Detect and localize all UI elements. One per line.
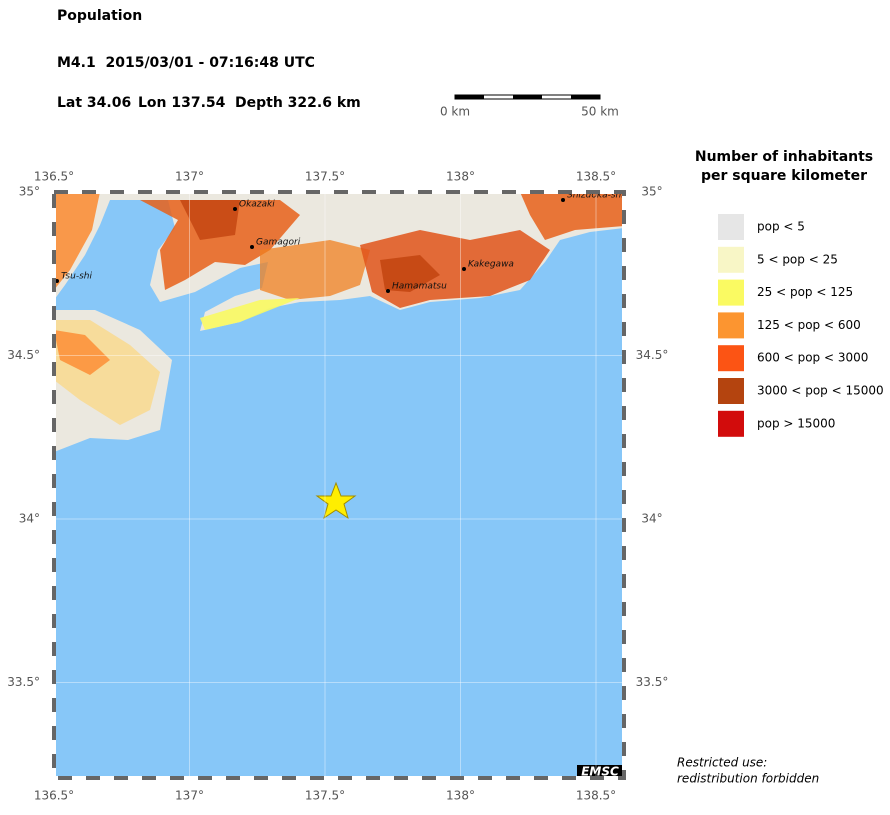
- lon-label: 138°: [446, 170, 475, 184]
- map-frame: [52, 190, 626, 780]
- city-dot: [250, 245, 254, 249]
- legend-title: Number of inhabitants: [695, 149, 873, 165]
- lon-label: 137°: [175, 170, 204, 184]
- lat-label: 35°: [641, 185, 662, 199]
- scale-bar: [454, 94, 601, 100]
- lat-label: 34.5°: [7, 348, 40, 362]
- lat-label: 33.5°: [7, 675, 40, 689]
- map: [54, 192, 624, 778]
- event: M4.1 2015/03/01 - 07:16:48 UTC: [57, 55, 315, 71]
- city-label: Okazaki: [239, 200, 275, 210]
- city-dot: [462, 267, 466, 271]
- city-dot: [561, 198, 565, 202]
- legend-swatch: [718, 279, 744, 306]
- logo: EMSC: [581, 765, 619, 779]
- lat-label: 33.5°: [636, 675, 669, 689]
- lat-label: 34°: [19, 512, 40, 526]
- city-dot: [233, 207, 237, 211]
- lon-label: 137.5°: [305, 170, 345, 184]
- legend-swatch: [718, 214, 744, 240]
- city-label: Kakegawa: [468, 260, 514, 270]
- legend-label: pop > 15000: [757, 416, 835, 430]
- city-dot: [386, 289, 390, 293]
- depth: Depth 322.6 km: [235, 95, 361, 111]
- lat-label: 35°: [19, 185, 40, 199]
- legend-title: per square kilometer: [701, 168, 867, 184]
- lon-label: 136.5°: [34, 170, 74, 184]
- lon-label: 137°: [175, 789, 204, 803]
- legend-label: pop < 5: [757, 220, 805, 234]
- footer: Restricted use:: [677, 756, 767, 770]
- lat-label: 34.5°: [636, 348, 669, 362]
- lon-label: 137.5°: [305, 789, 345, 803]
- city-label: Tsu-shi: [61, 272, 92, 282]
- legend-label: 5 < pop < 25: [757, 252, 838, 266]
- lon-label: 136.5°: [34, 789, 74, 803]
- epicenter: [315, 481, 357, 520]
- scale-end: 50 km: [581, 105, 619, 119]
- title: Population: [57, 8, 142, 24]
- lon: Lon 137.54: [138, 95, 226, 111]
- lat-label: 34°: [641, 512, 662, 526]
- legend-swatch: [718, 345, 744, 372]
- scale-start: 0 km: [440, 105, 470, 119]
- lat: Lat 34.06: [57, 95, 131, 111]
- city-label: Shizuoka-shi: [567, 191, 624, 201]
- lon-label: 138.5°: [576, 170, 616, 184]
- legend-label: 600 < pop < 3000: [757, 351, 868, 365]
- legend-swatch: [718, 246, 744, 273]
- legend-label: 125 < pop < 600: [757, 318, 861, 332]
- city-label: Hamamatsu: [392, 282, 447, 292]
- footer: redistribution forbidden: [677, 772, 819, 786]
- city-label: Gamagori: [256, 238, 301, 248]
- legend-label: 25 < pop < 125: [757, 285, 853, 299]
- legend-swatch: [718, 312, 744, 339]
- lon-label: 138.5°: [576, 789, 616, 803]
- legend-label: 3000 < pop < 15000: [757, 384, 884, 398]
- legend-swatch: [718, 410, 744, 437]
- legend-swatch: [718, 378, 744, 404]
- lon-label: 138°: [446, 789, 475, 803]
